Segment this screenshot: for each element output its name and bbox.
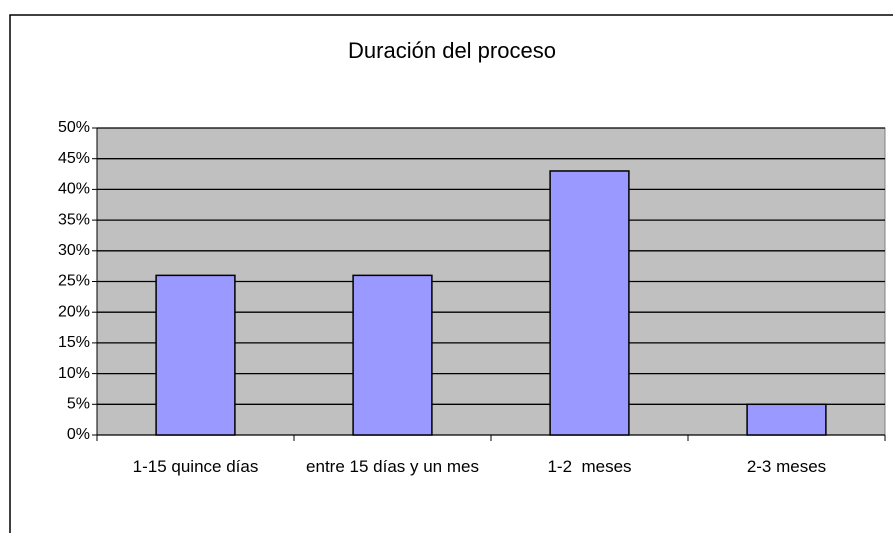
y-tick-label: 50% — [58, 119, 90, 136]
y-tick-label: 25% — [58, 273, 90, 290]
y-tick-label: 30% — [58, 242, 90, 259]
y-tick-label: 20% — [58, 303, 90, 320]
x-tick-label: 2-3 meses — [746, 457, 827, 476]
x-tick-label: entre 15 días y un mes — [306, 457, 479, 476]
bar — [549, 170, 630, 436]
bar — [155, 274, 236, 436]
x-tick-label: 1-15 quince días — [132, 457, 259, 476]
bar — [746, 403, 827, 436]
y-tick-label: 0% — [67, 426, 90, 443]
y-tick-label: 10% — [58, 365, 90, 382]
y-tick-label: 15% — [58, 334, 90, 351]
x-tick-label: 1-2 meses — [547, 457, 632, 476]
bar — [352, 274, 433, 436]
chart-title: Duración del proceso — [348, 38, 556, 63]
y-tick-label: 35% — [58, 211, 90, 228]
y-tick-label: 5% — [67, 396, 90, 413]
y-tick-label: 45% — [58, 150, 90, 167]
y-tick-label: 40% — [58, 181, 90, 198]
